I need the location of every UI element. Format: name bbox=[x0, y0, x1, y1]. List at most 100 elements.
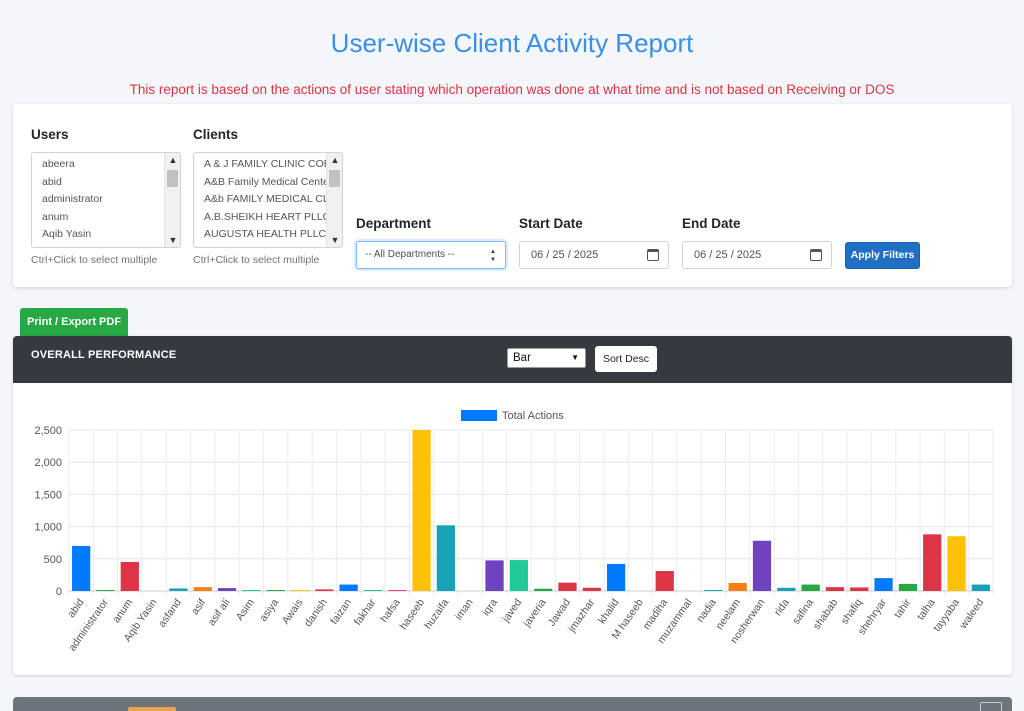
calendar-icon[interactable] bbox=[810, 249, 822, 261]
x-tick-label: haseeb bbox=[397, 597, 427, 632]
end-date-value: 06 / 25 / 2025 bbox=[694, 249, 762, 261]
bar-tayyaba bbox=[947, 536, 966, 591]
bar-jawad bbox=[558, 582, 577, 591]
bar-javeria bbox=[534, 588, 553, 591]
x-tick-label: danish bbox=[302, 597, 330, 629]
bar-fakhar bbox=[363, 590, 383, 591]
users-hint: Ctrl+Click to select multiple bbox=[31, 254, 158, 266]
department-select[interactable]: -- All Departments -- ▲ ▼ bbox=[356, 241, 506, 269]
bar-haseeb bbox=[412, 430, 431, 591]
users-listbox[interactable]: abeera abid administrator anum Aqib Yasin ▲ … bbox=[31, 152, 181, 248]
performance-header: OVERALL PERFORMANCE Bar ▼ Sort Desc bbox=[13, 336, 1012, 383]
bar-iqra bbox=[485, 560, 504, 591]
bar-asfand bbox=[169, 588, 188, 591]
bar-chart: 05001,0001,5002,0002,500abidadministrato… bbox=[34, 410, 994, 653]
chart-type-select[interactable]: Bar ▼ bbox=[507, 348, 586, 368]
calendar-icon[interactable] bbox=[647, 249, 659, 261]
listbox-option[interactable]: anum bbox=[42, 210, 69, 223]
start-date-input[interactable]: 06 / 25 / 2025 bbox=[519, 241, 669, 269]
performance-title: OVERALL PERFORMANCE bbox=[31, 349, 177, 361]
start-date-value: 06 / 25 / 2025 bbox=[531, 249, 599, 261]
section-chip bbox=[128, 707, 176, 711]
department-label: Department bbox=[356, 216, 432, 231]
bar-huzaifa bbox=[436, 525, 456, 591]
scroll-thumb[interactable] bbox=[167, 170, 178, 187]
end-date-input[interactable]: 06 / 25 / 2025 bbox=[682, 241, 832, 269]
legend-label: Total Actions bbox=[502, 410, 564, 422]
bar-shehryar bbox=[874, 578, 893, 591]
bar-shafiq bbox=[850, 587, 869, 591]
bar-khalid bbox=[606, 563, 626, 591]
bar-jmazhar bbox=[582, 587, 601, 591]
legend-swatch bbox=[461, 410, 497, 421]
y-tick-label: 1,000 bbox=[34, 522, 62, 534]
listbox-option[interactable]: A.B.SHEIKH HEART PLLC bbox=[204, 210, 326, 223]
x-tick-label: asiya bbox=[257, 597, 281, 624]
listbox-option[interactable]: abeera bbox=[42, 158, 75, 170]
clients-scrollbar[interactable]: ▲ ▼ bbox=[326, 153, 342, 247]
end-date-label: End Date bbox=[682, 216, 741, 231]
scroll-down-icon[interactable]: ▼ bbox=[330, 235, 340, 245]
x-tick-label: shabab bbox=[811, 597, 841, 632]
bar-rida bbox=[777, 587, 796, 591]
bar-safina bbox=[801, 584, 820, 591]
listbox-option[interactable]: administrator bbox=[42, 193, 103, 205]
listbox-option[interactable]: A & J FAMILY CLINIC CORP bbox=[204, 158, 326, 170]
x-tick-label: iman bbox=[453, 597, 476, 623]
x-tick-label: javeria bbox=[520, 597, 548, 630]
clients-hint: Ctrl+Click to select multiple bbox=[193, 254, 320, 266]
filter-panel: Users abeera abid administrator anum Aqib Ya… bbox=[13, 104, 1012, 287]
x-tick-label: hafsa bbox=[378, 597, 403, 625]
listbox-option[interactable]: A&B Family Medical Center bbox=[204, 175, 326, 188]
bar-neelam bbox=[728, 582, 747, 591]
x-tick-label: asif bbox=[189, 597, 208, 617]
users-scrollbar[interactable]: ▲ ▼ bbox=[164, 153, 180, 247]
x-tick-label: abid bbox=[65, 597, 86, 620]
y-tick-label: 2,500 bbox=[34, 425, 62, 437]
bar-nadia bbox=[704, 590, 723, 591]
scroll-up-icon[interactable]: ▲ bbox=[330, 155, 340, 165]
x-tick-label: waleed bbox=[957, 597, 987, 632]
page-title: User-wise Client Activity Report bbox=[330, 28, 694, 58]
bar-waleed bbox=[971, 584, 990, 591]
collapse-toggle[interactable] bbox=[980, 702, 1002, 711]
bar-faizan bbox=[339, 584, 358, 591]
scroll-down-icon[interactable]: ▼ bbox=[168, 235, 178, 245]
users-label: Users bbox=[31, 127, 69, 142]
x-tick-label: fakhar bbox=[352, 596, 379, 627]
print-export-button[interactable]: Print / Export PDF bbox=[20, 308, 128, 336]
department-value: -- All Departments -- bbox=[365, 249, 455, 260]
bar-nosherwan bbox=[752, 540, 772, 591]
bar-madiha bbox=[655, 571, 674, 591]
bar-asim bbox=[242, 590, 261, 591]
bar-administrator bbox=[96, 590, 115, 591]
bar-tahir bbox=[898, 583, 918, 591]
y-tick-label: 500 bbox=[44, 554, 62, 566]
bar-asif-ali bbox=[217, 588, 237, 591]
bar-javed bbox=[509, 560, 528, 591]
x-tick-label: nadia bbox=[694, 597, 719, 625]
clients-label: Clients bbox=[193, 127, 239, 142]
scroll-thumb[interactable] bbox=[329, 170, 340, 187]
clients-listbox[interactable]: A & J FAMILY CLINIC CORP A&B Family Medic… bbox=[193, 152, 343, 248]
listbox-option[interactable]: abid bbox=[42, 175, 62, 188]
next-section-header bbox=[13, 697, 1012, 711]
x-tick-label: asif ali bbox=[206, 597, 233, 628]
sort-desc-button[interactable]: Sort Desc bbox=[595, 346, 657, 372]
listbox-option[interactable]: AUGUSTA HEALTH PLLC bbox=[204, 228, 326, 240]
report-note: This report is based on the actions of u… bbox=[129, 82, 895, 97]
chart-type-value: Bar bbox=[513, 352, 531, 364]
y-tick-label: 1,500 bbox=[34, 489, 62, 501]
x-tick-label: faizan bbox=[328, 597, 354, 627]
y-tick-label: 2,000 bbox=[34, 457, 62, 469]
start-date-label: Start Date bbox=[519, 216, 583, 231]
scroll-up-icon[interactable]: ▲ bbox=[168, 155, 178, 165]
apply-filters-button[interactable]: Apply Filters bbox=[845, 242, 920, 269]
x-tick-label: javed bbox=[499, 597, 524, 625]
x-tick-label: iqra bbox=[480, 597, 500, 618]
bar-anum bbox=[120, 562, 139, 591]
listbox-option[interactable]: Aqib Yasin bbox=[42, 228, 92, 240]
x-tick-label: asfand bbox=[156, 597, 184, 630]
listbox-option[interactable]: A&b FAMILY MEDICAL CLINIC bbox=[204, 193, 326, 205]
x-tick-label: talha bbox=[915, 597, 938, 623]
